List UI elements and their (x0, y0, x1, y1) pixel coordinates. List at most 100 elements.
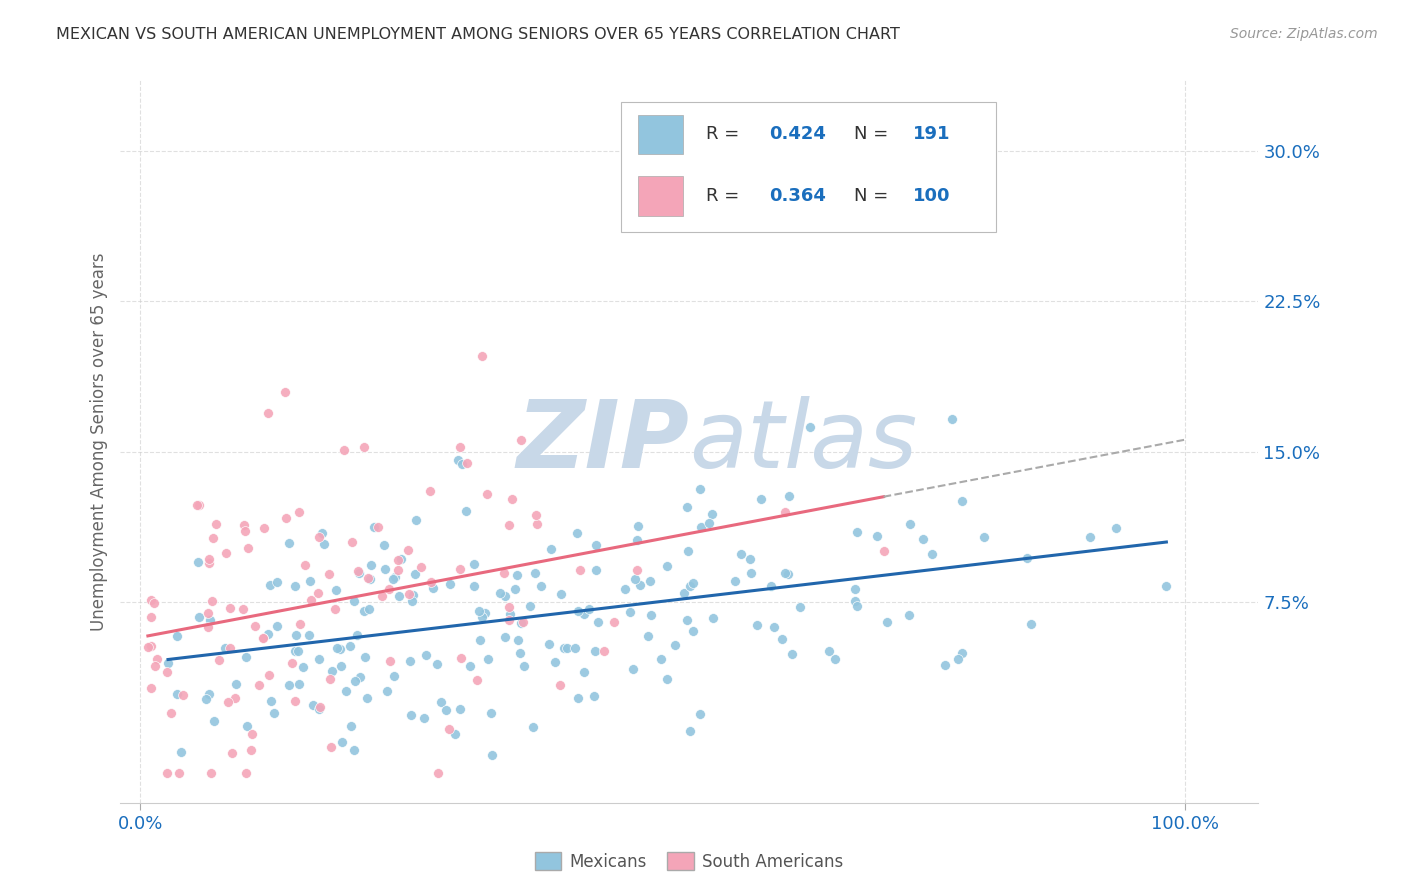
Point (221, 746, 243, 760)
Point (281, 656, 304, 670)
Point (470, 610, 492, 624)
Point (1017, 550, 1039, 565)
Point (198, 556, 221, 570)
Point (664, 638, 686, 652)
Point (468, 604, 491, 618)
Point (294, 558, 316, 572)
Point (402, 588, 425, 602)
Point (501, 491, 523, 506)
Point (450, 651, 472, 665)
Point (419, 484, 441, 499)
Point (730, 547, 752, 561)
Point (430, 695, 453, 709)
Point (363, 520, 385, 534)
Point (437, 722, 460, 736)
Point (934, 657, 956, 672)
Point (359, 602, 381, 616)
Point (778, 489, 800, 503)
Point (413, 710, 436, 724)
Point (292, 660, 315, 674)
Point (697, 516, 720, 530)
Point (678, 579, 700, 593)
Point (477, 651, 499, 665)
Point (284, 643, 307, 657)
Point (373, 538, 395, 552)
Point (509, 646, 531, 660)
Point (312, 537, 335, 551)
Point (585, 538, 607, 552)
Point (540, 542, 562, 557)
Point (197, 620, 219, 634)
Point (156, 665, 179, 679)
Point (298, 574, 321, 588)
Text: 100: 100 (914, 187, 950, 205)
Point (759, 579, 782, 593)
Point (564, 640, 586, 655)
Point (198, 687, 221, 701)
Point (360, 558, 382, 572)
Point (921, 547, 943, 561)
Point (676, 500, 699, 514)
Point (188, 610, 211, 624)
Point (233, 518, 256, 533)
Point (224, 690, 246, 705)
Point (1078, 530, 1101, 544)
Point (844, 582, 866, 596)
Point (160, 706, 183, 721)
Point (572, 665, 595, 679)
Text: ZIP: ZIP (516, 395, 689, 488)
Point (326, 640, 349, 655)
Point (544, 655, 567, 669)
Point (257, 626, 280, 640)
Point (512, 615, 534, 630)
Point (689, 519, 711, 533)
Point (420, 574, 443, 589)
Point (463, 557, 485, 571)
Point (263, 706, 285, 721)
Point (555, 640, 578, 655)
Point (655, 672, 678, 686)
Point (347, 564, 370, 578)
Point (627, 518, 650, 533)
Text: 0.364: 0.364 (769, 187, 825, 205)
Text: 0.424: 0.424 (769, 126, 825, 144)
Point (780, 647, 803, 661)
Point (367, 520, 389, 534)
Legend: Mexicans, South Americans: Mexicans, South Americans (529, 846, 849, 878)
Point (512, 658, 534, 673)
Point (343, 593, 366, 607)
Point (405, 566, 427, 581)
Y-axis label: Unemployment Among Seniors over 65 years: Unemployment Among Seniors over 65 years (90, 252, 108, 631)
Point (353, 440, 375, 454)
Point (876, 615, 898, 629)
Point (1156, 579, 1178, 593)
Point (426, 765, 449, 780)
Point (471, 349, 494, 363)
Point (215, 545, 238, 559)
Point (166, 687, 188, 701)
Point (897, 608, 920, 623)
Point (278, 536, 301, 550)
Point (773, 566, 796, 580)
Point (308, 652, 330, 666)
Point (167, 765, 190, 780)
Point (311, 526, 333, 541)
Point (1105, 521, 1128, 535)
Point (245, 619, 267, 633)
Point (776, 567, 799, 582)
Point (247, 678, 270, 692)
Point (789, 600, 811, 615)
FancyBboxPatch shape (638, 176, 683, 216)
Point (157, 656, 180, 670)
Point (387, 553, 409, 567)
Point (371, 590, 394, 604)
Point (195, 691, 218, 706)
Point (333, 442, 356, 457)
Point (526, 517, 548, 532)
Point (702, 611, 724, 625)
Point (353, 650, 375, 665)
Point (384, 669, 406, 683)
Point (450, 441, 472, 455)
Point (235, 650, 257, 665)
Point (941, 411, 963, 425)
